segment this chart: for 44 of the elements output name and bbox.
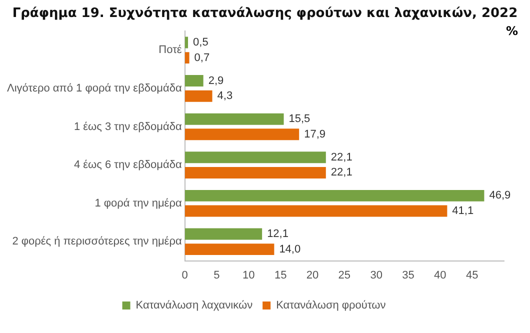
data-label: 22,1 (330, 151, 352, 164)
bar (184, 36, 188, 48)
y-tick-label: 1 φορά την ημέρα (94, 197, 182, 210)
x-tick-label: 0 (182, 269, 188, 282)
text: % (506, 24, 518, 38)
chart-title: Γράφημα 19. Συχνότητα κατανάλωσης φρούτων και λαχανικών, 2022 (11, 6, 519, 21)
data-label: 15,5 (288, 113, 310, 126)
y-tick-label: 2 φορές ή περισσότερες την ημέρα (12, 236, 182, 248)
data-label: 41,1 (452, 205, 474, 218)
data-label: 46,9 (489, 190, 511, 202)
bar (184, 90, 212, 102)
data-label: 0,5 (193, 36, 208, 49)
x-tick-label: 20 (306, 269, 319, 282)
y-tick-label: 1 έως 3 την εβδομάδα (74, 120, 182, 133)
bar (184, 244, 274, 256)
bar (184, 205, 448, 217)
bar (184, 166, 326, 178)
x-tick-label: 10 (242, 269, 255, 282)
data-label: 4,3 (217, 90, 233, 102)
data-label: 22,1 (330, 166, 352, 179)
x-tick-label: 30 (370, 269, 382, 282)
data-label: 17,9 (304, 128, 326, 140)
data-label: 12,1 (267, 228, 288, 240)
legend-label: Κατανάλωση φρούτων (276, 300, 386, 312)
x-tick-label: 25 (338, 269, 351, 282)
data-label: 0,7 (194, 52, 210, 64)
bar (184, 152, 326, 164)
bar (184, 228, 262, 240)
bar (184, 128, 300, 140)
x-tick-label: 35 (402, 269, 414, 282)
y-tick-label: Λιγότερο από 1 φορά την εβδομάδα (6, 82, 182, 94)
bar (184, 190, 484, 202)
bar (184, 75, 204, 87)
x-tick-label: 40 (434, 269, 446, 282)
y-tick-label: 4 έως 6 την εβδομάδα (74, 159, 182, 172)
x-tick-label: 15 (274, 269, 287, 282)
data-label: 14,0 (279, 243, 301, 256)
x-tick-label: 5 (214, 269, 220, 282)
x-tick-label: 45 (466, 269, 478, 282)
y-tick-label: Ποτέ (158, 44, 182, 56)
bar (184, 52, 190, 64)
bar (184, 113, 284, 125)
legend-label: Κατανάλωση λαχανικών (136, 300, 254, 312)
data-label: 2,9 (208, 74, 224, 87)
